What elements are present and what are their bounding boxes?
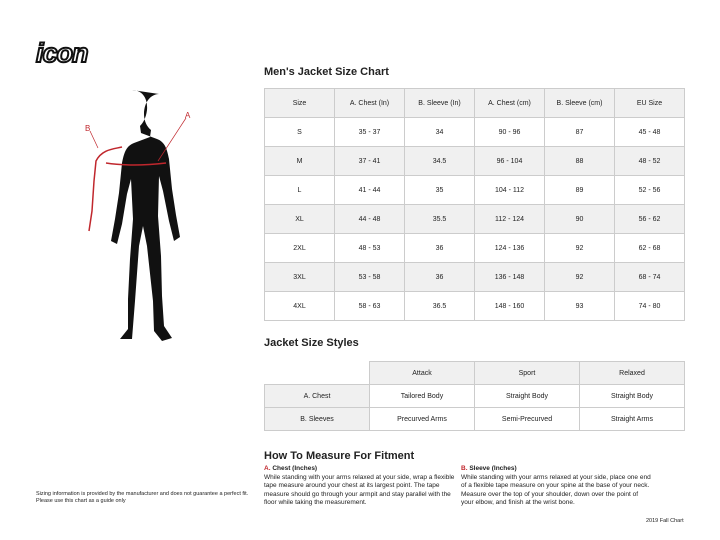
column-header: B. Sleeve (cm) [544, 88, 615, 118]
table-cell: 52 - 56 [614, 175, 685, 205]
disclaimer: Sizing information is provided by the ma… [36, 491, 249, 504]
table-row: XL 44 - 48 35.5 112 - 124 90 56 - 62 [264, 204, 685, 234]
table-cell: 2XL [264, 233, 335, 263]
table-row: 3XL 53 - 58 36 136 - 148 92 68 - 74 [264, 262, 685, 292]
column-header: EU Size [614, 88, 685, 118]
table-cell: Tailored Body [369, 384, 475, 408]
blank-cell [264, 361, 370, 385]
table-cell: 48 - 53 [334, 233, 405, 263]
table-cell: 87 [544, 117, 615, 147]
table-cell: 112 - 124 [474, 204, 545, 234]
measure-title: How To Measure For Fitment [264, 450, 415, 462]
table-cell: 148 - 160 [474, 291, 545, 321]
row-header: B. Sleeves [264, 407, 370, 431]
table-cell: 36 [404, 262, 475, 292]
measure-sleeve: B. Sleeve (Inches) While standing with y… [461, 465, 651, 508]
table-cell: 41 - 44 [334, 175, 405, 205]
table-cell: 34.5 [404, 146, 475, 176]
table-cell: 88 [544, 146, 615, 176]
column-header: Size [264, 88, 335, 118]
column-header: A. Chest (cm) [474, 88, 545, 118]
table-cell: 68 - 74 [614, 262, 685, 292]
table-cell: M [264, 146, 335, 176]
table-cell: Straight Arms [579, 407, 685, 431]
table-row: B. Sleeves Precurved Arms Semi-Precurved St… [264, 407, 685, 431]
table-cell: 36.5 [404, 291, 475, 321]
styles-table: Attack Sport Relaxed A. Chest Tailored Body S… [264, 361, 685, 431]
table-row: 2XL 48 - 53 36 124 - 136 92 62 - 68 [264, 233, 685, 263]
table-row: A. Chest Tailored Body Straight Body Straig… [264, 384, 685, 408]
table-cell: 58 - 63 [334, 291, 405, 321]
table-cell: 35.5 [404, 204, 475, 234]
table-cell: 90 [544, 204, 615, 234]
column-header: Attack [369, 361, 475, 385]
column-header: A. Chest (In) [334, 88, 405, 118]
table-cell: 90 - 96 [474, 117, 545, 147]
letter-a: A. [264, 465, 271, 472]
table-cell: 4XL [264, 291, 335, 321]
row-header: A. Chest [264, 384, 370, 408]
table-cell: 92 [544, 262, 615, 292]
table-cell: 48 - 52 [614, 146, 685, 176]
table-cell: 74 - 80 [614, 291, 685, 321]
table-cell: 36 [404, 233, 475, 263]
table-cell: XL [264, 204, 335, 234]
body-silhouette [88, 90, 187, 341]
table-row: M 37 - 41 34.5 96 - 104 88 48 - 52 [264, 146, 685, 176]
sleeve-title: Sleeve (Inches) [469, 465, 517, 472]
table-cell: 92 [544, 233, 615, 263]
footer-note: 2019 Fall Chart [646, 518, 684, 524]
table-cell: 104 - 112 [474, 175, 545, 205]
icon-logo: icon [35, 37, 89, 69]
table-row: L 41 - 44 35 104 - 112 89 52 - 56 [264, 175, 685, 205]
table-cell: 34 [404, 117, 475, 147]
table-cell: 89 [544, 175, 615, 205]
table-cell: 96 - 104 [474, 146, 545, 176]
table-cell: 93 [544, 291, 615, 321]
table-cell: 124 - 136 [474, 233, 545, 263]
header-row: Size A. Chest (In) B. Sleeve (In) A. Chest … [264, 88, 685, 118]
table-cell: Straight Body [579, 384, 685, 408]
header-row: Attack Sport Relaxed [264, 361, 685, 385]
letter-b: B. [461, 465, 468, 472]
chest-title: Chest (Inches) [272, 465, 318, 472]
size-chart-table: Size A. Chest (In) B. Sleeve (In) A. Chest … [264, 88, 685, 321]
table-cell: 56 - 62 [614, 204, 685, 234]
label-b: B [85, 124, 91, 133]
size-chart-title: Men's Jacket Size Chart [264, 66, 389, 78]
table-cell: 3XL [264, 262, 335, 292]
table-cell: L [264, 175, 335, 205]
styles-title: Jacket Size Styles [264, 337, 359, 349]
chest-text: While standing with your arms relaxed at… [264, 473, 455, 507]
sleeve-text: While standing with your arms relaxed at… [461, 473, 651, 507]
table-row: S 35 - 37 34 90 - 96 87 45 - 48 [264, 117, 685, 147]
column-header: B. Sleeve (In) [404, 88, 475, 118]
table-cell: Semi-Precurved [474, 407, 580, 431]
table-cell: 37 - 41 [334, 146, 405, 176]
column-header: Sport [474, 361, 580, 385]
table-cell: 45 - 48 [614, 117, 685, 147]
label-a: A [185, 111, 191, 120]
table-cell: Precurved Arms [369, 407, 475, 431]
table-cell: 62 - 68 [614, 233, 685, 263]
table-cell: S [264, 117, 335, 147]
table-cell: 53 - 58 [334, 262, 405, 292]
column-header: Relaxed [579, 361, 685, 385]
table-row: 4XL 58 - 63 36.5 148 - 160 93 74 - 80 [264, 291, 685, 321]
table-cell: 35 [404, 175, 475, 205]
table-cell: Straight Body [474, 384, 580, 408]
table-cell: 44 - 48 [334, 204, 405, 234]
table-cell: 136 - 148 [474, 262, 545, 292]
table-cell: 35 - 37 [334, 117, 405, 147]
measure-chest: A. Chest (Inches) While standing with yo… [264, 465, 464, 508]
